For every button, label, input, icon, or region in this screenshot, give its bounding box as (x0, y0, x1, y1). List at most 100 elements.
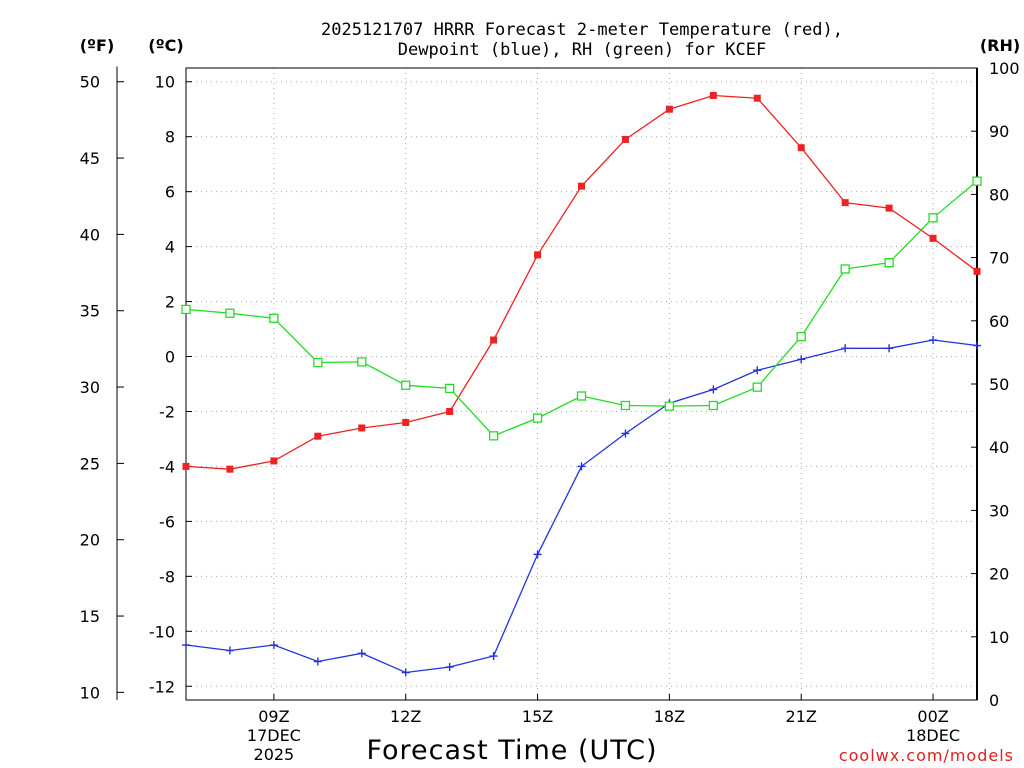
dewpoint-point (225, 646, 234, 655)
rh-point (445, 383, 455, 394)
celsius-unit-label: (ºC) (148, 36, 183, 55)
rh-point (708, 400, 718, 411)
rh-point (181, 304, 191, 315)
series-dewpoint (182, 336, 981, 677)
celsius-tick-label: 0 (165, 348, 175, 367)
x-tick-label: 18Z (654, 707, 685, 726)
rh-tick-label: 100 (989, 59, 1020, 78)
rh-tick-label: 60 (989, 312, 1009, 331)
temperature-point (885, 204, 893, 212)
temperature-point (709, 91, 717, 99)
fahrenheit-tick-label: 15 (80, 607, 100, 626)
dewpoint-point (753, 366, 762, 375)
fahrenheit-tick-label: 25 (80, 454, 100, 473)
dewpoint-point (885, 344, 894, 353)
plot-frame (185, 67, 978, 701)
rh-tick-label: 10 (989, 628, 1009, 647)
temperature-point (358, 424, 366, 432)
temperature-point (270, 457, 278, 465)
temperature-point (490, 336, 498, 344)
temperature-point (929, 234, 937, 242)
grid-lines (186, 68, 977, 700)
series-temperature (182, 91, 981, 473)
celsius-tick-label: -2 (159, 402, 175, 421)
rh-tick-label: 0 (989, 691, 999, 710)
x-tick-label: 2025 (254, 745, 295, 764)
axes: 5045403530252015101086420-2-4-6-8-10-121… (80, 59, 1020, 764)
celsius-tick-label: -6 (159, 512, 175, 531)
fahrenheit-tick-label: 50 (80, 73, 100, 92)
rh-tick-label: 70 (989, 249, 1009, 268)
credit-text: coolwx.com/models (839, 746, 1014, 765)
dewpoint-point (445, 663, 454, 672)
celsius-tick-label: 2 (165, 293, 175, 312)
temperature-point (182, 462, 190, 470)
dewpoint-point (841, 344, 850, 353)
fahrenheit-unit-label: (ºF) (80, 36, 115, 55)
chart-title-line2: Dewpoint (blue), RH (green) for KCEF (398, 40, 766, 60)
rh-unit-label: (RH) (980, 36, 1020, 55)
celsius-tick-label: -12 (149, 677, 175, 696)
dewpoint-point (401, 668, 410, 677)
temperature-point (621, 135, 629, 143)
temperature-point (534, 251, 542, 259)
rh-tick-label: 80 (989, 185, 1009, 204)
celsius-tick-label: -10 (149, 622, 175, 641)
x-tick-label: 17DEC (247, 726, 301, 745)
temperature-point (402, 418, 410, 426)
celsius-tick-label: 4 (165, 238, 175, 257)
x-tick-label: 15Z (522, 707, 553, 726)
temperature-point (973, 267, 981, 275)
series-rh (181, 176, 982, 441)
dewpoint-point (621, 429, 630, 438)
x-axis-label: Forecast Time (UTC) (366, 735, 657, 766)
temperature-line (185, 94, 978, 470)
fahrenheit-tick-label: 40 (80, 225, 100, 244)
x-tick-label: 18DEC (906, 726, 960, 745)
rh-point (620, 400, 631, 411)
temperature-point (226, 465, 234, 473)
rh-tick-label: 30 (989, 501, 1009, 520)
rh-point (752, 382, 762, 392)
rh-point (313, 357, 323, 368)
rh-tick-label: 20 (989, 565, 1009, 584)
chart-title-line1: 2025121707 HRRR Forecast 2-meter Tempera… (321, 20, 843, 40)
x-tick-label: 00Z (917, 707, 948, 726)
dewpoint-point (577, 462, 586, 471)
rh-point (928, 213, 938, 223)
rh-point (532, 413, 543, 423)
rh-point (664, 401, 675, 411)
celsius-tick-label: 10 (155, 73, 175, 92)
celsius-tick-label: -8 (159, 567, 175, 586)
temperature-point (578, 182, 585, 190)
temperature-point (314, 432, 322, 440)
rh-point (488, 431, 499, 441)
celsius-tick-label: -4 (159, 457, 175, 476)
rh-point (840, 264, 850, 274)
dewpoint-point (797, 355, 806, 364)
rh-point (357, 357, 367, 367)
fahrenheit-tick-label: 10 (80, 683, 100, 702)
rh-point (225, 308, 235, 318)
dewpoint-line (185, 339, 978, 674)
x-tick-label: 21Z (786, 707, 817, 726)
rh-point (796, 331, 806, 342)
temperature-point (446, 407, 454, 415)
series-layer (181, 91, 982, 677)
rh-tick-label: 50 (989, 375, 1009, 394)
dewpoint-point (269, 641, 278, 650)
celsius-tick-label: 6 (165, 183, 175, 202)
dewpoint-point (533, 550, 542, 559)
rh-point (269, 313, 279, 323)
fahrenheit-tick-label: 45 (80, 149, 100, 168)
temperature-point (797, 144, 805, 152)
x-tick-label: 12Z (390, 707, 421, 726)
dewpoint-point (182, 641, 190, 650)
temperature-point (753, 94, 761, 102)
dewpoint-point (489, 652, 498, 661)
rh-tick-label: 40 (989, 438, 1009, 457)
dewpoint-point (709, 385, 718, 394)
celsius-tick-label: 8 (165, 128, 175, 147)
rh-point (576, 391, 587, 401)
